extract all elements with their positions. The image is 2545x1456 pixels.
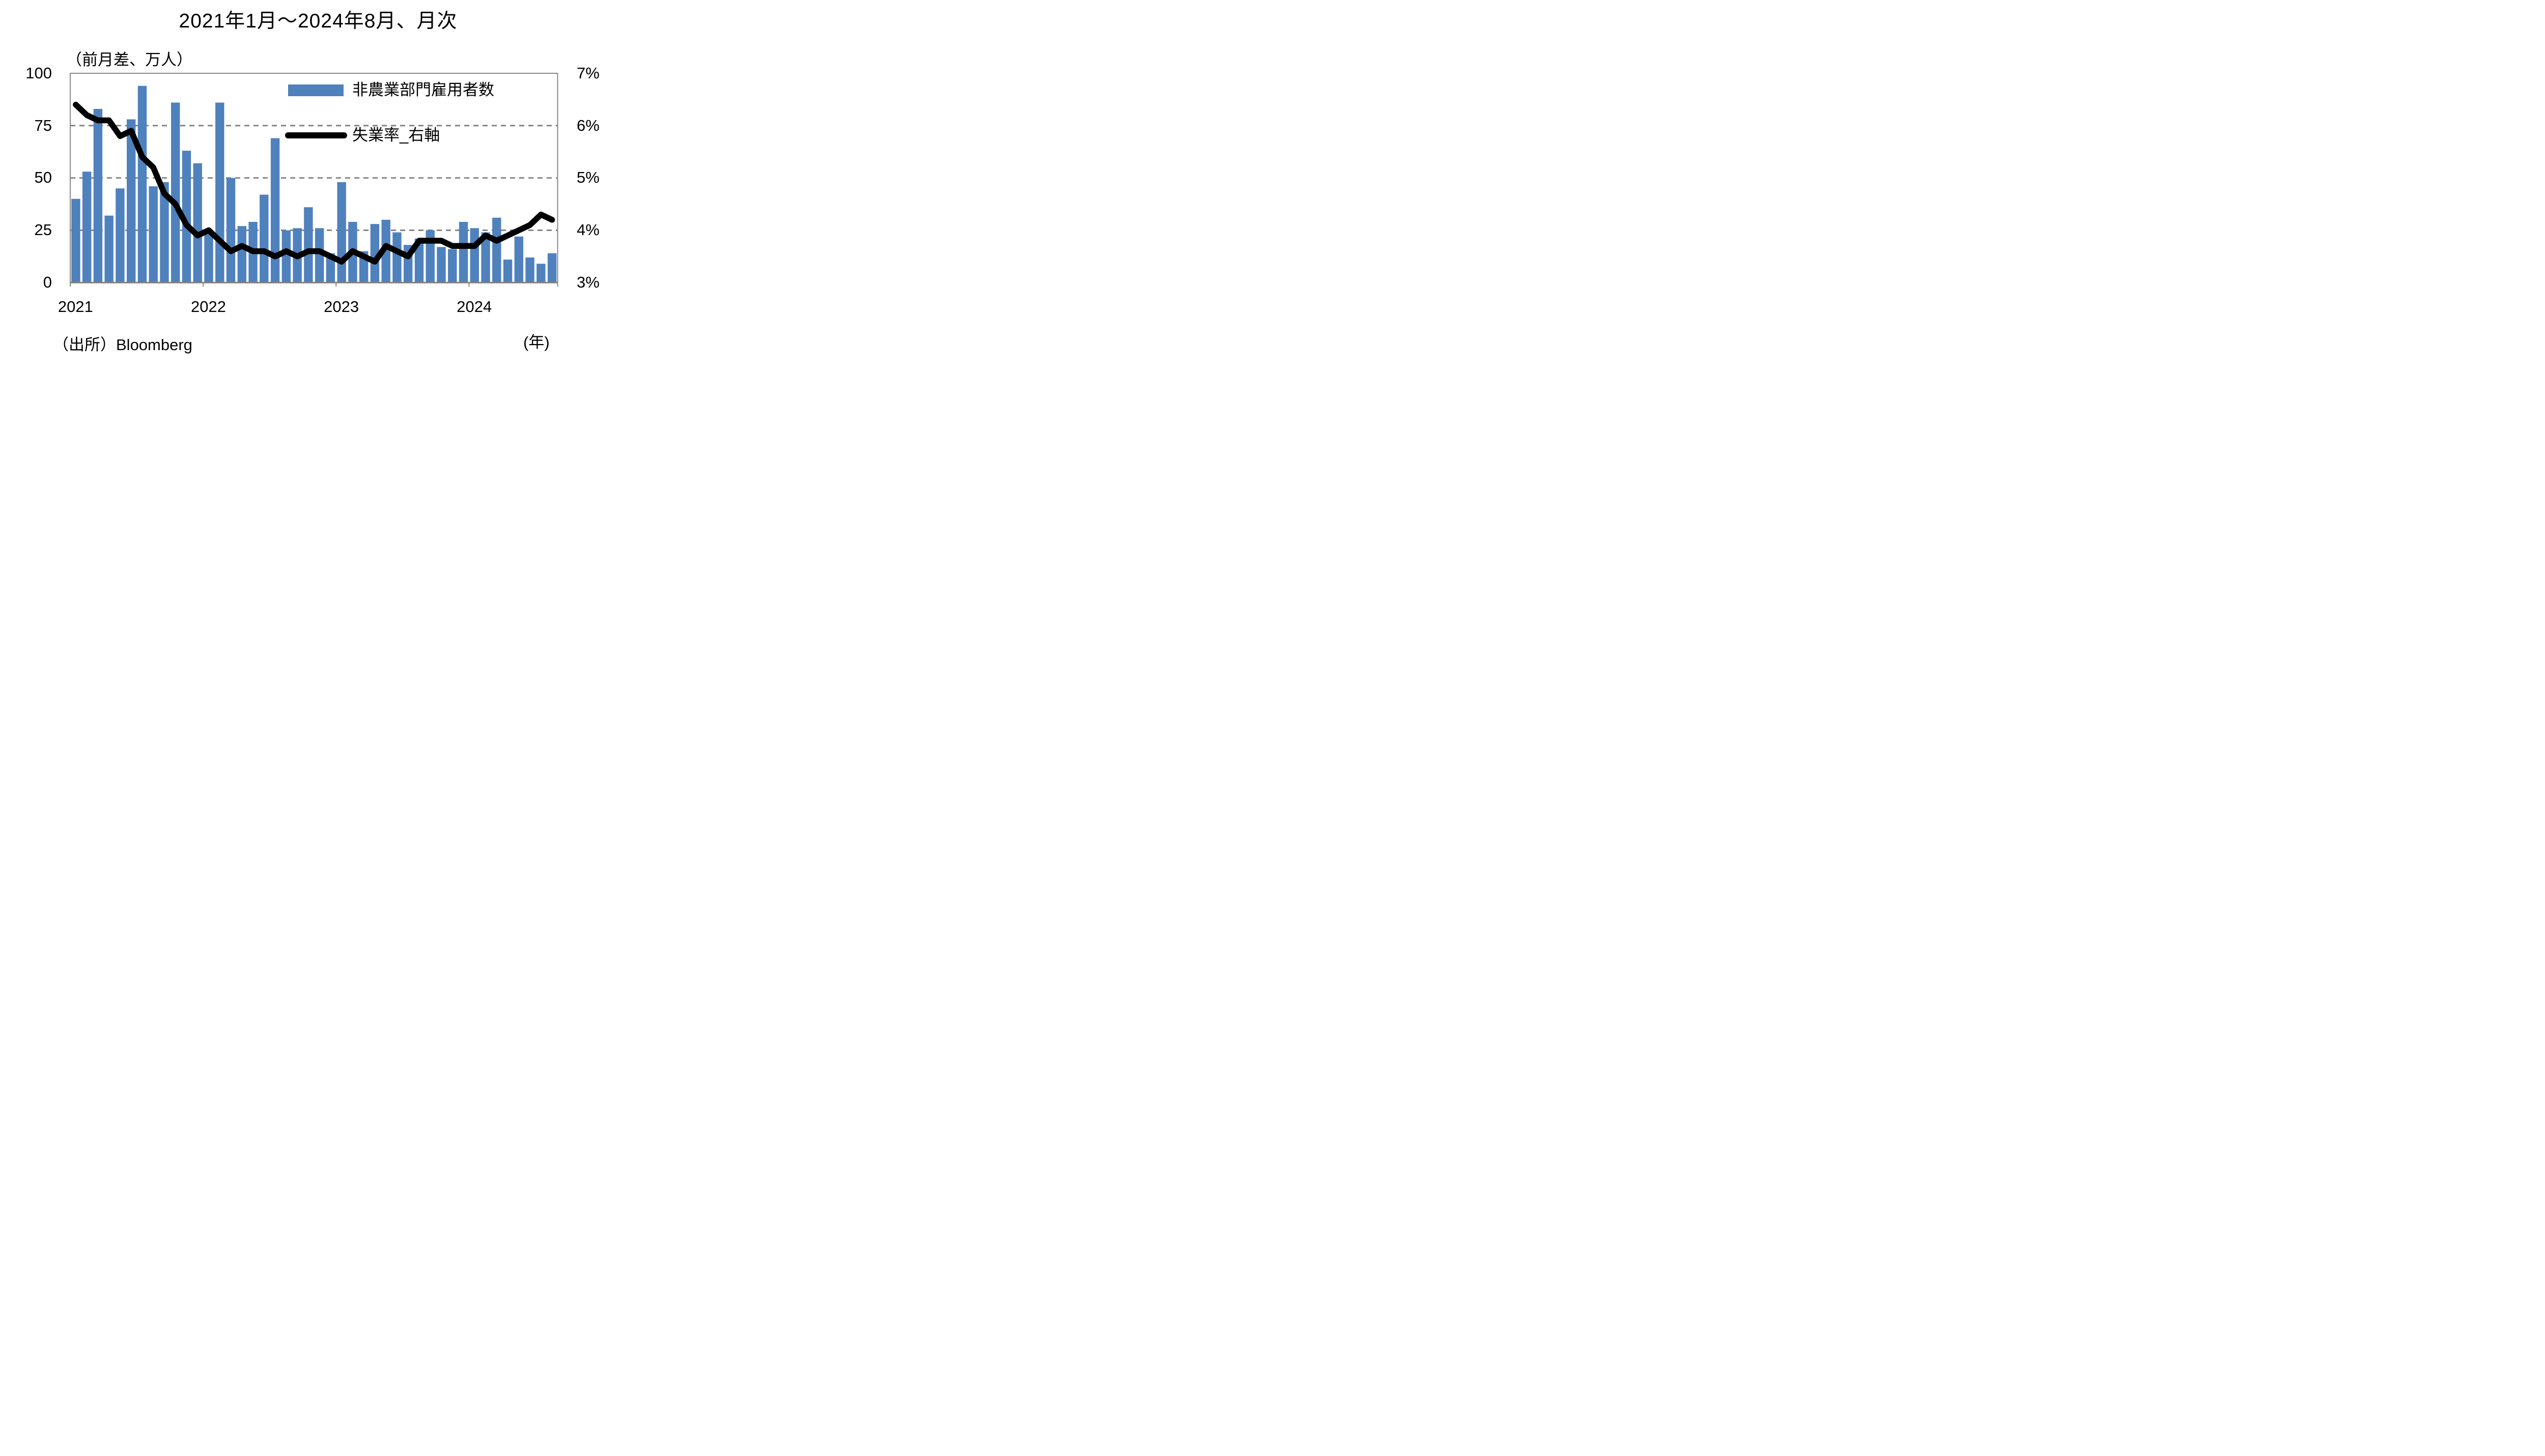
bar-2021-05 [115, 188, 125, 282]
bar-2022-08 [281, 230, 291, 282]
right-axis-tick-6%: 6% [577, 116, 600, 134]
bar-2023-05 [381, 219, 390, 282]
right-axis-tick-7%: 7% [577, 64, 600, 82]
bar-2021-02 [82, 172, 91, 282]
bar-2024-01 [470, 228, 479, 282]
bar-2021-12 [193, 163, 202, 282]
bar-2024-04 [503, 259, 512, 282]
bar-2021-07 [137, 85, 147, 283]
bar-2022-03 [226, 178, 235, 282]
bar-2024-08 [547, 253, 556, 282]
bar-2021-03 [93, 108, 102, 282]
bar-2023-11 [447, 249, 457, 282]
left-axis-tick-50: 50 [34, 168, 52, 187]
bar-2022-06 [259, 194, 269, 282]
x-axis-tick-2021: 2021 [58, 298, 93, 316]
bar-2021-06 [126, 119, 135, 282]
right-axis-tick-4%: 4% [577, 221, 600, 239]
bar-2023-08 [414, 238, 423, 282]
legend-line-label: 失業率_右軸 [352, 126, 440, 144]
chart-plot-area [69, 72, 558, 287]
bar-2023-04 [370, 223, 379, 282]
legend-line-swatch [285, 132, 347, 138]
left-axis-tick-100: 100 [25, 64, 52, 82]
bar-2022-02 [215, 102, 224, 282]
right-axis-tick-5%: 5% [577, 168, 600, 187]
legend-bar-swatch [288, 84, 344, 96]
bar-2021-04 [104, 215, 114, 282]
bar-2024-03 [492, 217, 501, 282]
bar-2021-10 [171, 102, 180, 282]
bar-2022-01 [204, 230, 213, 282]
bar-2024-05 [514, 236, 523, 282]
source-note: （出所）Bloomberg [53, 336, 192, 354]
x-axis-tick-2023: 2023 [324, 298, 359, 316]
bar-2023-06 [392, 232, 402, 282]
left-axis-tick-0: 0 [43, 273, 52, 291]
bar-2021-01 [71, 198, 80, 282]
left-axis-tick-75: 75 [34, 116, 52, 134]
bar-2024-06 [525, 257, 534, 282]
bar-2022-04 [237, 225, 246, 282]
chart-title: 2021年1月～2024年8月、月次 [179, 10, 458, 32]
bar-2021-11 [182, 150, 191, 282]
left-axis-tick-25: 25 [34, 221, 52, 239]
bar-2024-02 [480, 232, 490, 282]
x-axis-tick-2024: 2024 [457, 298, 492, 316]
left-axis-unit-label: （前月差、万人） [66, 51, 192, 69]
chart-canvas: 2021年1月～2024年8月、月次 （前月差、万人） 100 75 50 25 0 7… [0, 0, 636, 364]
legend-bar-label: 非農業部門雇用者数 [352, 81, 494, 99]
bar-2023-12 [459, 221, 468, 282]
right-axis-tick-3%: 3% [577, 273, 600, 291]
bar-2023-10 [436, 247, 446, 282]
bar-2022-10 [303, 207, 313, 282]
x-axis-tick-2022: 2022 [191, 298, 226, 316]
bar-2021-09 [159, 182, 169, 282]
bar-2021-08 [149, 186, 158, 282]
bar-2022-11 [315, 228, 324, 282]
bar-2023-01 [336, 182, 346, 282]
x-axis-unit-label: (年) [523, 333, 550, 351]
bar-2022-07 [270, 138, 279, 282]
unemployment-line [72, 101, 555, 265]
bar-2024-07 [536, 263, 546, 282]
